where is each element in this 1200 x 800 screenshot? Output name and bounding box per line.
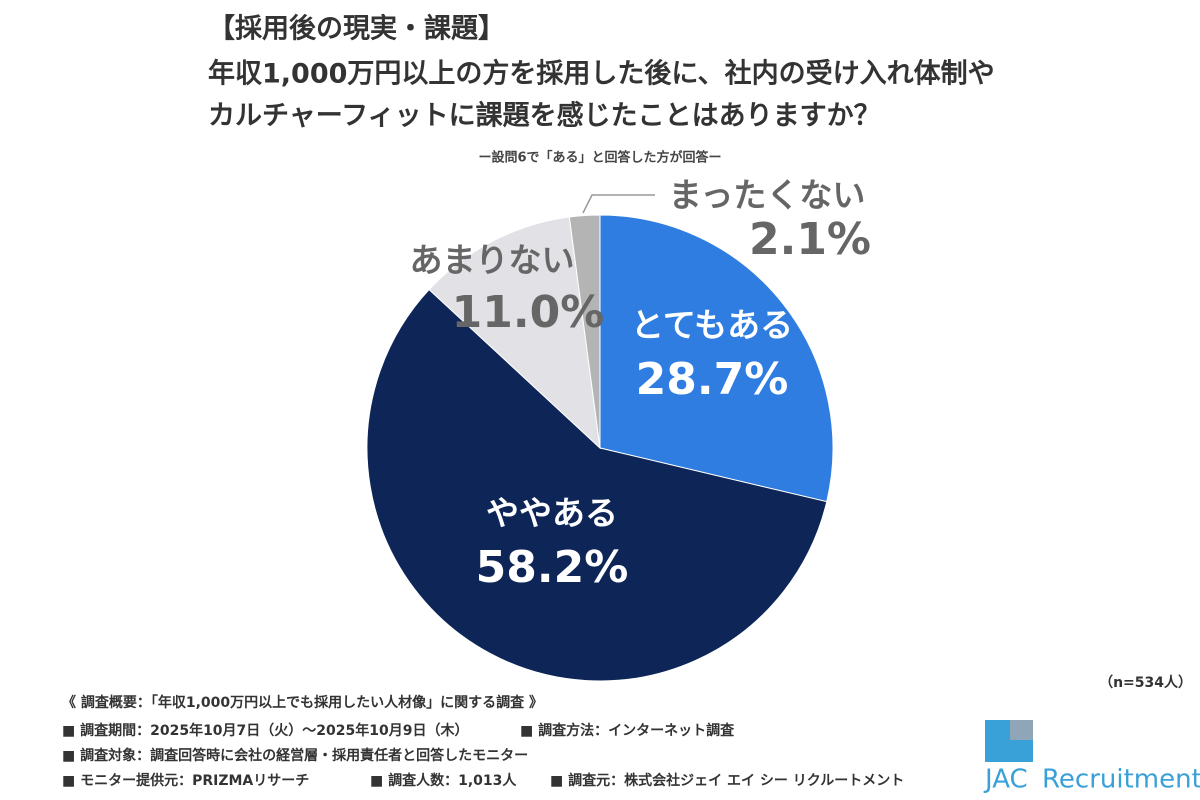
pie-slice xyxy=(568,214,601,449)
note: （n=534人） xyxy=(1099,674,1192,691)
value-label: 28.7% xyxy=(636,354,789,405)
category-label: とてもある xyxy=(631,306,793,345)
pie xyxy=(366,214,834,682)
footer-line: ■ 調査人数：1,013人 xyxy=(370,772,517,789)
footer-line: ■ 調査方法：インターネット調査 xyxy=(520,722,735,739)
pie-slice xyxy=(366,288,828,682)
leader-line xyxy=(582,194,655,214)
pie-slice xyxy=(428,216,601,450)
value-label: 2.1% xyxy=(749,214,871,265)
subtitle: ー設問6で「ある」と回答した方が回答ー xyxy=(478,150,721,166)
category-label: まったくない xyxy=(669,176,866,215)
title-line: 【採用後の現実・課題】 xyxy=(208,13,505,45)
category-label: ややある xyxy=(486,494,618,533)
logo-name: Recruitment xyxy=(1042,765,1200,795)
value-label: 11.0% xyxy=(452,287,605,338)
footer-line: 《 調査概要：「年収1,000万円以上でも採用したい人材像」に関する調査 》 xyxy=(62,694,543,711)
footer-line: ■ 調査対象：調査回答時に会社の経営層・採用責任者と回答したモニター xyxy=(62,747,528,764)
logo-brand: JAC xyxy=(983,765,1028,795)
logo-mark xyxy=(1010,720,1033,740)
footer-line: ■ 調査期間：2025年10月7日（火）～2025年10月9日（木） xyxy=(62,722,468,739)
pie-slice xyxy=(599,214,834,503)
footer-line: ■ モニター提供元：PRIZMAリサーチ xyxy=(62,772,309,789)
title-line: カルチャーフィットに課題を感じたことはありますか？ xyxy=(208,100,881,132)
category-label: あまりない xyxy=(410,241,575,280)
title-line: 年収1,000万円以上の方を採用した後に、社内の受け入れ体制や xyxy=(208,58,995,90)
value-label: 58.2% xyxy=(476,542,629,593)
footer-line: ■ 調査元：株式会社ジェイ エイ シー リクルートメント xyxy=(550,772,904,789)
